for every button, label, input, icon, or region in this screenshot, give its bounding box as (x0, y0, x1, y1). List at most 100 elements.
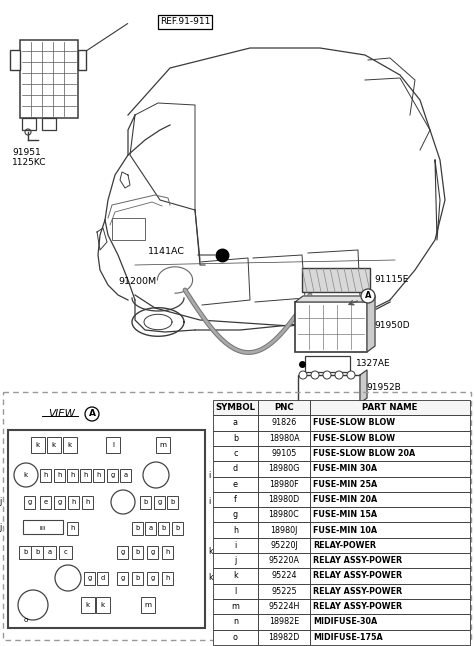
Text: 95224H: 95224H (268, 602, 300, 611)
Bar (140, 495, 152, 508)
Bar (158, 521, 170, 534)
Bar (98, 572, 109, 585)
Text: RELAY-POWER: RELAY-POWER (313, 541, 376, 550)
Bar (310, 568, 470, 583)
Text: i: i (208, 497, 210, 506)
Text: h: h (97, 472, 101, 478)
Bar (69, 495, 80, 508)
Circle shape (299, 371, 307, 379)
Text: 95224: 95224 (271, 572, 297, 581)
Bar (67, 521, 79, 534)
Text: 1141AC: 1141AC (148, 247, 185, 256)
Bar (8, 430, 205, 628)
Bar (258, 492, 310, 507)
Text: b: b (136, 575, 140, 581)
Text: g: g (158, 499, 162, 505)
Bar (213, 461, 258, 477)
Circle shape (143, 462, 169, 488)
Bar (258, 461, 310, 477)
Text: k: k (233, 572, 238, 581)
Bar (310, 523, 470, 537)
Bar (120, 468, 131, 481)
Polygon shape (295, 296, 375, 302)
Text: PNC: PNC (274, 403, 294, 412)
Text: l: l (112, 442, 114, 448)
Text: m: m (145, 602, 152, 608)
Text: 91952B: 91952B (366, 384, 401, 393)
Text: VIEW: VIEW (48, 409, 75, 419)
Text: 18980J: 18980J (270, 526, 298, 534)
Text: b: b (171, 499, 175, 505)
Bar (22, 118, 36, 130)
Bar (213, 523, 258, 537)
Text: A: A (89, 410, 95, 419)
Bar (44, 545, 56, 559)
Text: k: k (86, 602, 90, 608)
Bar (258, 583, 310, 599)
Text: FUSE-MIN 25A: FUSE-MIN 25A (313, 479, 377, 488)
Text: d: d (233, 464, 238, 474)
Bar (147, 572, 158, 585)
Bar (55, 468, 65, 481)
Text: 18980A: 18980A (269, 433, 299, 443)
Bar (310, 583, 470, 599)
Text: h: h (166, 549, 170, 555)
Text: h: h (71, 472, 75, 478)
Text: FUSE-MIN 30A: FUSE-MIN 30A (313, 464, 377, 474)
Text: 91951: 91951 (12, 148, 41, 157)
Text: MIDIFUSE-175A: MIDIFUSE-175A (313, 632, 383, 641)
Bar (258, 599, 310, 614)
Text: h: h (84, 472, 88, 478)
Text: SYMBOL: SYMBOL (216, 403, 255, 412)
Bar (258, 431, 310, 446)
Bar (298, 375, 360, 403)
Text: b: b (162, 525, 166, 531)
Text: e: e (233, 479, 238, 488)
Bar (310, 477, 470, 492)
Text: h: h (86, 499, 90, 505)
Bar (25, 495, 36, 508)
Circle shape (311, 371, 319, 379)
Bar (310, 461, 470, 477)
Text: 1125KC: 1125KC (12, 158, 46, 167)
Bar (258, 553, 310, 568)
Circle shape (335, 371, 343, 379)
Bar (78, 50, 86, 70)
Bar (82, 495, 93, 508)
Text: 91115E: 91115E (374, 275, 409, 284)
Bar (133, 572, 144, 585)
Circle shape (14, 463, 38, 487)
Bar (258, 614, 310, 629)
Bar (84, 572, 95, 585)
Text: g: g (58, 499, 62, 505)
Text: MIDIFUSE-30A: MIDIFUSE-30A (313, 618, 377, 627)
Text: FUSE-SLOW BLOW: FUSE-SLOW BLOW (313, 433, 395, 443)
Bar (213, 568, 258, 583)
Bar (310, 415, 470, 431)
Bar (310, 614, 470, 629)
Text: 99105: 99105 (271, 449, 297, 458)
Text: k: k (68, 442, 72, 448)
Bar (173, 521, 183, 534)
Bar (310, 599, 470, 614)
Bar (67, 468, 79, 481)
Text: 91200M: 91200M (118, 278, 156, 286)
Text: A: A (365, 291, 371, 300)
Bar (310, 629, 470, 645)
Text: k: k (52, 442, 56, 448)
Text: h: h (71, 525, 75, 531)
Bar (310, 553, 470, 568)
Text: g: g (111, 472, 115, 478)
Text: c: c (64, 549, 68, 555)
Bar (213, 599, 258, 614)
Bar (106, 437, 120, 453)
Text: RELAY ASSY-POWER: RELAY ASSY-POWER (313, 572, 402, 581)
Text: h: h (72, 499, 76, 505)
Bar (310, 537, 470, 553)
Bar (310, 492, 470, 507)
Bar (20, 40, 78, 118)
Bar (42, 118, 56, 130)
Bar (213, 537, 258, 553)
Bar (213, 507, 258, 523)
Text: f: f (234, 495, 237, 504)
